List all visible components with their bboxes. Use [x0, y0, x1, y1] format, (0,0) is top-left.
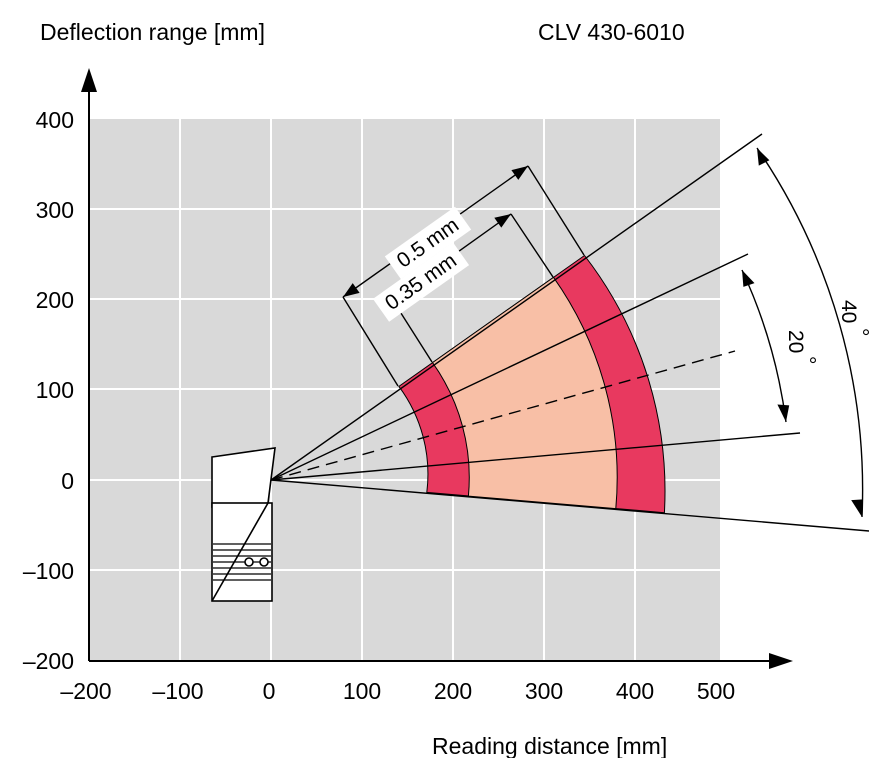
y-tick-label: 200 — [36, 287, 74, 313]
y-tick-label: 100 — [36, 377, 74, 403]
x-tick-label: 400 — [616, 678, 654, 704]
y-tick-label: 0 — [61, 468, 74, 494]
arrowhead — [494, 214, 511, 228]
axes — [81, 68, 793, 669]
x-tick-label: 200 — [434, 678, 472, 704]
x-tick-label: 100 — [343, 678, 381, 704]
x-tick-labels: –200 –100 0 100 200 300 400 500 — [60, 678, 735, 704]
y-tick-label: 300 — [36, 197, 74, 223]
scanner-head — [211, 447, 276, 508]
arc-arrowheads — [742, 148, 863, 517]
y-tick-label: –100 — [23, 558, 74, 584]
y-tick-label: 400 — [36, 107, 74, 133]
beam-line-upper-20 — [270, 253, 749, 481]
x-tick-label: 300 — [525, 678, 563, 704]
extension-line — [527, 165, 585, 256]
arrowhead — [777, 404, 790, 422]
extension-line — [510, 213, 554, 278]
chart-title: CLV 430-6010 — [538, 19, 685, 45]
angle-label-40: 40 ° — [837, 300, 869, 336]
arrowhead — [757, 148, 770, 166]
arrowhead — [742, 270, 755, 287]
y-tick-labels: 400 300 200 100 0 –100 –200 — [23, 107, 74, 674]
x-axis-arrowhead — [769, 653, 793, 669]
beam-line-lower-20 — [270, 432, 801, 481]
extension-line — [342, 296, 399, 387]
y-axis-label: Deflection range [mm] — [40, 19, 265, 45]
reading-field-0-35mm — [431, 276, 618, 510]
scanner-led-icon — [244, 557, 254, 567]
reading-fields — [398, 254, 666, 514]
arrowhead — [511, 166, 528, 180]
x-tick-label: –200 — [60, 678, 111, 704]
angle-value-20: 20 — [784, 330, 807, 353]
y-tick-label: –200 — [23, 648, 74, 674]
beam-lines — [270, 133, 869, 532]
scanner-diagonal — [211, 502, 269, 602]
x-axis-label: Reading distance [mm] — [432, 733, 667, 758]
x-tick-label: –100 — [152, 678, 203, 704]
arc-40-degree — [756, 147, 864, 518]
label-gap — [384, 206, 472, 280]
arrowhead — [851, 499, 863, 517]
angle-value-40: 40 — [837, 300, 860, 323]
degree-symbol: ° — [796, 356, 819, 364]
arc-20-degree — [741, 269, 787, 423]
arrowhead — [343, 283, 360, 297]
degree-symbol: ° — [849, 328, 869, 336]
scanner-device — [211, 447, 276, 602]
x-tick-label: 500 — [697, 678, 735, 704]
scanner-led-icon — [259, 557, 269, 567]
label-gap — [372, 242, 470, 322]
beam-line-upper-40 — [270, 133, 763, 481]
x-tick-label: 0 — [263, 678, 276, 704]
y-axis-arrowhead — [81, 68, 97, 92]
angle-label-20: 20 ° — [784, 330, 819, 364]
beam-line-lower-40 — [270, 479, 869, 532]
beam-line-center — [270, 350, 736, 481]
